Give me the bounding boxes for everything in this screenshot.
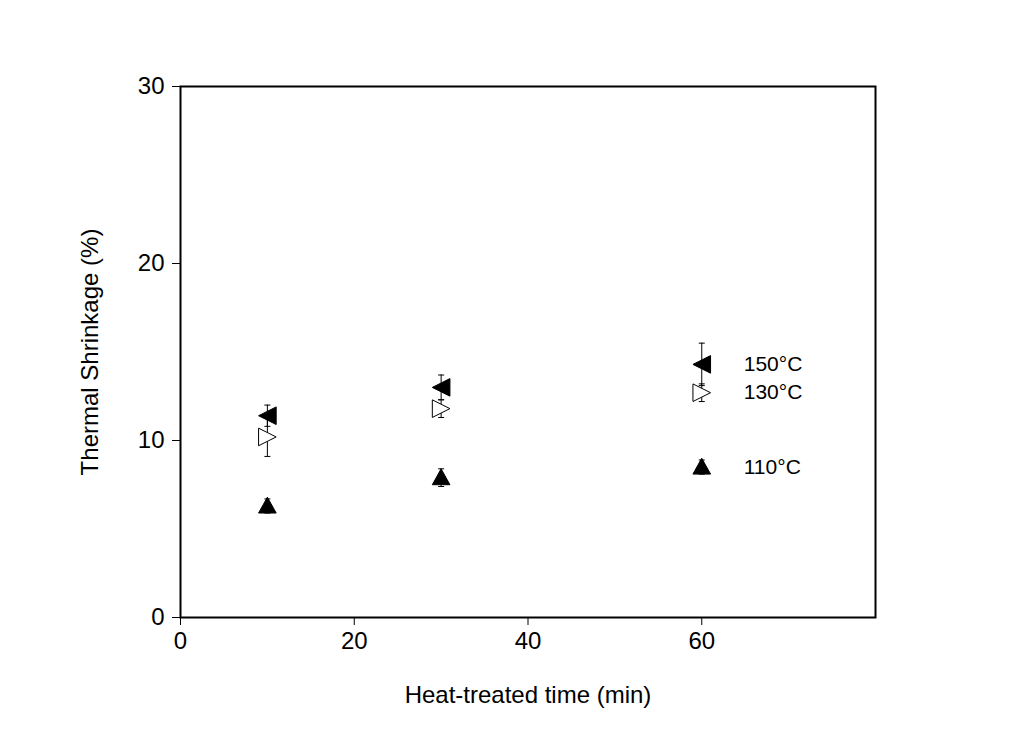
- svg-text:0: 0: [174, 627, 187, 654]
- svg-text:40: 40: [515, 627, 542, 654]
- svg-text:Heat-treated time (min): Heat-treated time (min): [405, 681, 652, 708]
- svg-text:150°C: 150°C: [744, 352, 803, 375]
- svg-text:20: 20: [341, 627, 368, 654]
- svg-text:30: 30: [138, 72, 165, 99]
- svg-text:20: 20: [138, 249, 165, 276]
- svg-text:Thermal Shrinkage (%): Thermal Shrinkage (%): [76, 229, 103, 476]
- svg-text:130°C: 130°C: [744, 380, 803, 403]
- svg-text:60: 60: [688, 627, 715, 654]
- svg-text:110°C: 110°C: [744, 455, 801, 478]
- svg-text:10: 10: [138, 426, 165, 453]
- svg-text:0: 0: [151, 603, 164, 630]
